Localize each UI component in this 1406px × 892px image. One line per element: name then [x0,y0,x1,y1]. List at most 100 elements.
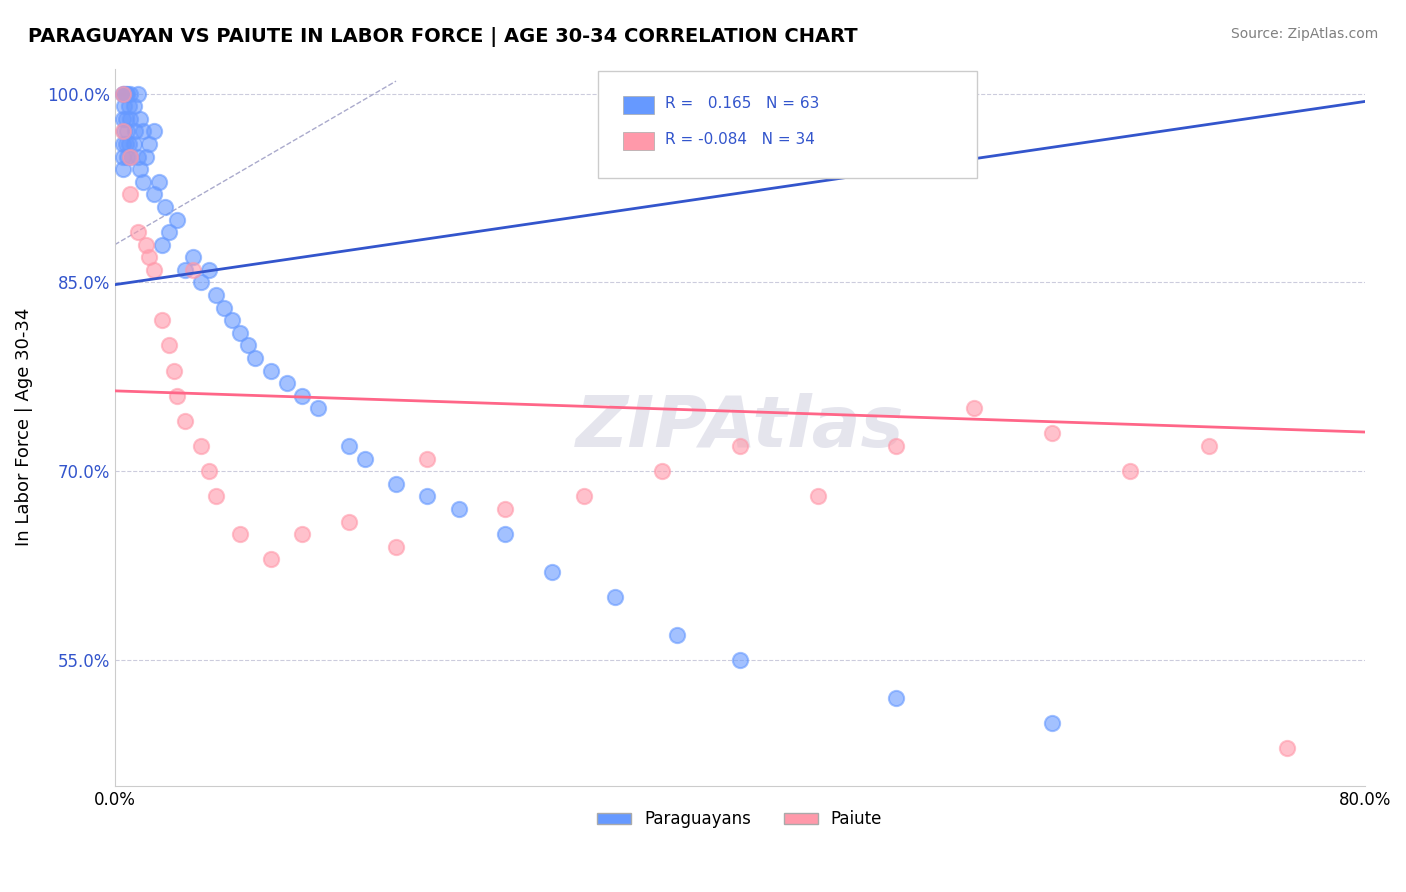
Point [728,439,751,453]
Point [541,565,564,579]
Point [117,87,139,101]
Point [128,112,150,126]
Point [128,162,150,177]
Point [190,439,212,453]
Point [651,464,673,478]
Point [135,237,157,252]
Point [181,263,204,277]
Point [1040,715,1063,730]
Point [132,124,155,138]
Point [291,527,314,541]
Point [132,175,155,189]
Text: Source: ZipAtlas.com: Source: ZipAtlas.com [1230,27,1378,41]
Point [150,237,173,252]
Point [291,389,314,403]
Point [494,502,516,516]
Point [166,212,188,227]
Text: R = -0.084   N = 34: R = -0.084 N = 34 [665,132,815,146]
Point [166,389,188,403]
Text: R =   0.165   N = 63: R = 0.165 N = 63 [665,96,820,111]
Point [111,87,134,101]
Point [118,99,141,113]
Point [118,136,141,151]
Point [212,301,235,315]
Point [353,451,375,466]
Point [221,313,243,327]
Point [245,351,267,365]
Point [142,124,165,138]
Point [159,338,181,352]
Point [260,363,283,377]
Text: ZIPAtlas: ZIPAtlas [575,392,904,462]
Point [197,464,219,478]
Point [150,313,173,327]
Point [174,263,197,277]
Point [112,87,135,101]
Point [416,489,439,503]
Point [120,87,142,101]
Point [111,124,134,138]
Point [135,150,157,164]
Point [728,653,751,667]
Point [142,187,165,202]
Point [416,451,439,466]
Point [148,175,170,189]
Point [138,136,160,151]
Point [120,150,142,164]
Point [385,540,408,554]
Point [122,99,145,113]
Point [111,136,134,151]
Point [603,590,626,604]
Point [114,112,136,126]
Point [963,401,986,416]
Point [117,124,139,138]
Point [111,162,134,177]
Point [111,112,134,126]
Point [181,250,204,264]
Point [229,326,252,340]
Point [153,200,176,214]
Point [159,225,181,239]
Point [337,515,360,529]
Point [117,150,139,164]
Point [190,276,212,290]
Point [120,187,142,202]
Point [666,628,689,642]
Legend: Paraguayans, Paiute: Paraguayans, Paiute [591,804,889,835]
Text: PARAGUAYAN VS PAIUTE IN LABOR FORCE | AGE 30-34 CORRELATION CHART: PARAGUAYAN VS PAIUTE IN LABOR FORCE | AG… [28,27,858,46]
Point [114,136,136,151]
Point [236,338,259,352]
Y-axis label: In Labor Force | Age 30-34: In Labor Force | Age 30-34 [15,308,32,546]
Point [111,150,134,164]
Point [337,439,360,453]
Point [572,489,595,503]
Point [197,263,219,277]
Point [276,376,298,390]
Point [1040,426,1063,441]
Point [884,439,907,453]
Point [447,502,470,516]
Point [127,150,149,164]
Point [114,87,136,101]
Point [1275,741,1298,756]
Point [260,552,283,566]
Point [120,150,142,164]
Point [307,401,329,416]
Point [138,250,160,264]
Point [1198,439,1220,453]
Point [205,489,228,503]
Point [163,363,186,377]
Point [494,527,516,541]
Point [229,527,252,541]
Point [174,414,197,428]
Point [112,99,135,113]
Point [807,489,830,503]
Point [142,263,165,277]
Point [1119,464,1142,478]
Point [884,690,907,705]
Point [205,288,228,302]
Point [127,225,149,239]
Point [120,112,142,126]
Point [124,124,146,138]
Point [122,136,145,151]
